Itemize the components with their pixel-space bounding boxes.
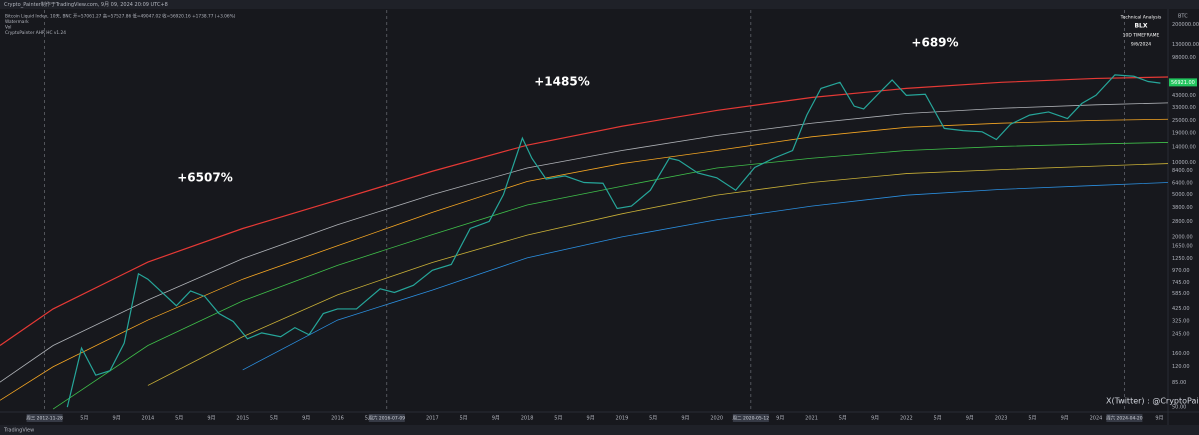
x-tick-label: 2014 [142,416,155,422]
legend-line: Bitcoin Liquid Index, 10天, BNC 开=57061.2… [5,13,236,20]
x-tick-label: 9月 [681,416,689,422]
legend-line: CryptoPainter AHR HC v1.24 [5,30,66,36]
x-tick-label: 2024 [1090,416,1103,422]
y-tick-label: 98000.00 [1172,55,1196,61]
x-tick-label: 9月 [113,416,121,422]
y-tick-label: 160.00 [1172,351,1190,357]
y-tick-label: 245.00 [1172,331,1190,337]
x-tick-label: 9月 [871,416,879,422]
y-tick-label: 3800.00 [1172,205,1193,211]
band-line [0,102,1168,383]
band-line [0,76,1168,347]
y-tick-label: 25000.00 [1172,118,1196,124]
y-tick-label: 425.00 [1172,306,1190,312]
x-tick-label: 5月 [649,416,657,422]
event-label: 周六 2024-04-20 [1106,415,1143,422]
x-tick-label: 9月 [1155,416,1163,422]
x-tick-label: 2019 [616,416,629,422]
y-tick-label: 43000.00 [1172,93,1196,99]
event-label: 周二 2020-05-12 [733,416,770,422]
y-tick-label: 6400.00 [1172,181,1193,187]
x-tick-label: 5月 [270,416,278,422]
currency-label: BTC [1178,14,1188,20]
annotation: +1485% [534,75,589,89]
annotation: +6507% [177,171,232,185]
x-tick-label: 2023 [995,416,1008,422]
x-tick-label: 2020 [710,416,723,422]
event-box [368,414,405,422]
x-tick-label: 5月 [839,416,847,422]
last-price-label: 56921.00 [1171,80,1195,86]
brand: TradingView [3,428,34,434]
x-tick-label: 5月 [1028,416,1036,422]
x-tick-label: 2021 [805,416,818,422]
info-text: Technical Analysis [1120,15,1162,21]
y-tick-label: 585.00 [1172,291,1190,297]
band-line [52,142,1168,410]
y-tick-label: 8400.00 [1172,168,1193,174]
plot-area [0,74,1168,410]
y-tick-label: 19000.00 [1172,131,1196,137]
legend-line: Watermark [5,19,29,25]
x-tick-label: 9月 [302,416,310,422]
x-tick-label: 9月 [492,416,500,422]
x-tick-label: 5月 [934,416,942,422]
y-tick-label: 10000.00 [1172,160,1196,166]
top-bar [0,0,1199,9]
last-price-box [1169,78,1197,87]
event-box [732,414,769,422]
y-tick-label: 50.00 [1172,405,1186,411]
info-text: 10D TIMEFRAME [1123,33,1160,39]
y-tick-label: 2000.00 [1172,234,1193,240]
y-tick-label: 85.00 [1172,380,1186,386]
y-tick-label: 970.00 [1172,268,1190,274]
y-tick-label: 14000.00 [1172,145,1196,151]
x-tick-label: 2022 [900,416,913,422]
x-tick-label: 2015 [236,416,249,422]
legend-line: Vol [5,25,11,31]
credit: X(Twitter) : @CryptoPainter_X [1106,397,1199,406]
band-line [0,118,1168,401]
x-tick-label: 9月 [966,416,974,422]
x-tick-label: 2016 [331,416,344,422]
x-tick-label: 9月 [207,416,215,422]
y-tick-label: 2800.00 [1172,219,1193,225]
x-tick-label: 2018 [521,416,534,422]
y-tick-label: 1250.00 [1172,256,1193,262]
x-tick-label: 5月 [80,416,88,422]
annotation: +689% [911,36,958,50]
y-tick-label: 200000.00 [1172,22,1199,28]
band-line [242,182,1168,371]
x-tick-label: 2017 [426,416,439,422]
event-label: 周六 2016-07-09 [369,415,406,422]
y-tick-label: 325.00 [1172,318,1190,324]
x-tick-label: 5月 [460,416,468,422]
event-box [26,414,63,422]
x-tick-label: 9月 [587,416,595,422]
y-tick-label: 5000.00 [1172,192,1193,198]
y-tick-label: 130000.00 [1172,42,1199,48]
event-label: 周三 2012-11-28 [26,416,63,422]
y-tick-label: 1650.00 [1172,243,1193,249]
price-line [66,74,1161,408]
x-tick-label: 5月 [554,416,562,422]
info-text: BLX [1134,23,1147,30]
y-tick-label: 120.00 [1172,364,1190,370]
event-box [1106,414,1143,422]
y-tick-label: 33000.00 [1172,105,1196,111]
band-line [147,163,1168,386]
bottom-bar [0,425,1199,435]
top-bar-text: Crypto_Painter制作于TradingView.com, 9月 09,… [4,1,168,8]
x-tick-label: 9月 [776,416,784,422]
x-tick-label: 5月 [365,416,373,422]
x-tick-label: 5月 [175,416,183,422]
x-tick-label: 9月 [1061,416,1069,422]
info-text: 9/6/2024 [1131,42,1151,48]
y-tick-label: 745.00 [1172,280,1190,286]
